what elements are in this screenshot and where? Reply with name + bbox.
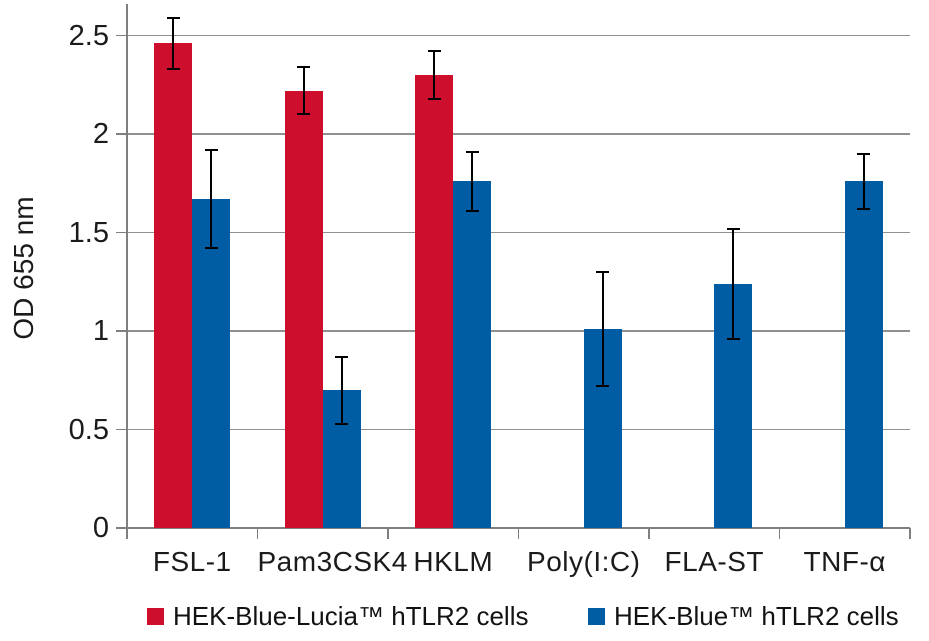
y-axis-line xyxy=(126,4,128,528)
legend-swatch-blue xyxy=(588,608,605,625)
bar-blue-HKLM xyxy=(453,181,492,528)
gridline xyxy=(127,133,910,135)
y-tick-label: 2 xyxy=(92,118,109,150)
x-tick-mark xyxy=(648,528,650,539)
y-tick-label: 2.5 xyxy=(68,19,109,52)
error-bar-cap xyxy=(726,227,740,230)
x-axis-label: Poly(I:C) xyxy=(527,546,641,577)
legend-label: HEK-Blue-Lucia™ hTLR2 cells xyxy=(173,601,529,631)
legend-label: HEK-Blue™ hTLR2 cells xyxy=(614,601,899,631)
error-bar-cap xyxy=(335,355,349,358)
legend-item-hek-blue-lucia: HEK-Blue-Lucia™ hTLR2 cells xyxy=(147,601,528,632)
x-tick-mark xyxy=(909,528,911,539)
gridline xyxy=(127,330,910,332)
bar-red-HKLM xyxy=(415,74,454,528)
error-bar xyxy=(862,153,865,209)
x-axis-label: FLA-ST xyxy=(664,546,764,577)
y-tick-mark xyxy=(116,34,127,37)
error-bar-cap xyxy=(857,152,871,155)
x-axis-label: HKLM xyxy=(413,546,494,577)
error-bar-cap xyxy=(297,113,311,116)
error-bar xyxy=(601,271,604,387)
error-bar-cap xyxy=(427,97,441,100)
error-bar xyxy=(433,51,436,99)
legend-item-hek-blue: HEK-Blue™ hTLR2 cells xyxy=(588,601,899,632)
x-tick-mark xyxy=(517,528,520,539)
y-tick-mark xyxy=(116,428,127,431)
error-bar xyxy=(172,17,175,69)
error-bar xyxy=(732,228,735,339)
y-tick-mark xyxy=(116,231,127,234)
legend: HEK-Blue-Lucia™ hTLR2 cells HEK-Blue™ hT… xyxy=(0,598,929,634)
x-axis-label: FSL-1 xyxy=(152,546,232,577)
error-bar-cap xyxy=(297,66,311,69)
y-tick-label: 0 xyxy=(92,512,109,544)
error-bar-cap xyxy=(465,150,479,153)
x-tick-mark xyxy=(387,528,389,539)
error-bar xyxy=(210,149,213,249)
y-tick-label: 1.5 xyxy=(68,216,109,249)
error-bar-cap xyxy=(204,247,218,250)
error-bar xyxy=(302,67,305,115)
gridline xyxy=(127,231,910,234)
bar-blue-TNF-α xyxy=(844,181,883,528)
error-bar-cap xyxy=(427,50,441,53)
gridline xyxy=(127,34,910,37)
bar-red-Pam3CSK4 xyxy=(284,90,323,528)
error-bar-cap xyxy=(166,68,180,70)
y-tick-label: 0.5 xyxy=(68,413,109,446)
error-bar-cap xyxy=(335,422,349,425)
y-tick-label: 1 xyxy=(92,315,109,347)
bar-blue-FSL-1 xyxy=(192,199,231,528)
error-bar-cap xyxy=(465,209,479,212)
x-axis-label: TNF-α xyxy=(803,546,886,577)
error-bar xyxy=(340,356,343,424)
y-tick-mark xyxy=(116,527,127,529)
error-bar-cap xyxy=(726,337,740,340)
x-axis-label: Pam3CSK4 xyxy=(257,546,408,577)
legend-swatch-red xyxy=(147,608,164,625)
y-tick-mark xyxy=(116,133,127,135)
error-bar-cap xyxy=(166,16,180,19)
error-bar-cap xyxy=(596,385,610,388)
x-tick-mark xyxy=(126,528,128,539)
gridline xyxy=(127,428,910,431)
x-tick-mark xyxy=(778,528,781,539)
error-bar-cap xyxy=(204,148,218,151)
error-bar xyxy=(471,151,474,211)
bar-red-FSL-1 xyxy=(154,43,193,528)
x-tick-mark xyxy=(256,528,259,539)
error-bar-cap xyxy=(596,270,610,273)
error-bar-cap xyxy=(857,207,871,210)
y-tick-mark xyxy=(116,330,127,332)
